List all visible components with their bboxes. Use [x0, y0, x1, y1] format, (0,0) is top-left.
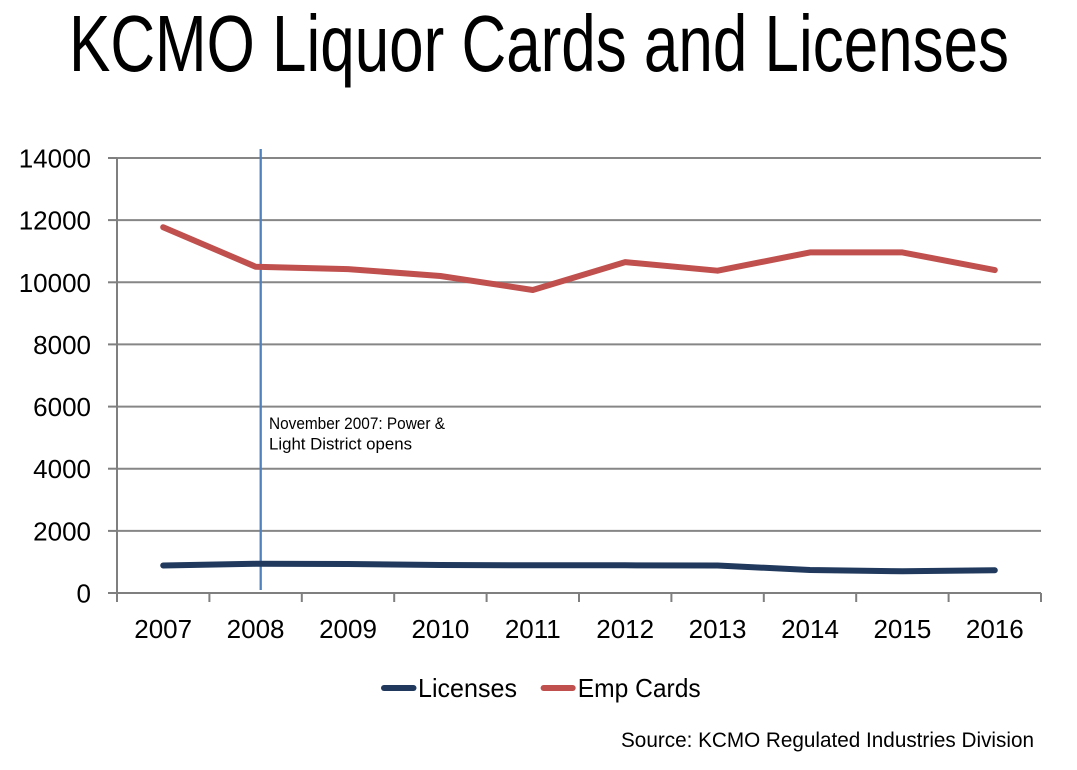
svg-text:2000: 2000	[33, 516, 91, 546]
svg-text:2012: 2012	[596, 614, 654, 644]
svg-text:12000: 12000	[19, 206, 91, 236]
svg-text:November 2007: Power &: November 2007: Power &	[269, 414, 446, 433]
svg-text:Emp Cards: Emp Cards	[578, 673, 701, 703]
svg-text:2016: 2016	[966, 614, 1024, 644]
svg-text:2008: 2008	[227, 614, 285, 644]
svg-text:0: 0	[77, 579, 91, 609]
svg-text:2010: 2010	[411, 614, 469, 644]
svg-text:2013: 2013	[689, 614, 747, 644]
svg-text:Source: KCMO Regulated Industr: Source: KCMO Regulated Industries Divisi…	[621, 729, 1034, 752]
svg-text:4000: 4000	[33, 454, 91, 484]
svg-text:2009: 2009	[319, 614, 377, 644]
svg-text:8000: 8000	[33, 330, 91, 360]
svg-text:2015: 2015	[873, 614, 931, 644]
svg-text:14000: 14000	[19, 144, 91, 174]
svg-text:2014: 2014	[781, 614, 839, 644]
svg-text:Light District opens: Light District opens	[269, 435, 412, 454]
svg-text:KCMO Liquor Cards and Licenses: KCMO Liquor Cards and Licenses	[69, 0, 1009, 88]
svg-text:10000: 10000	[19, 268, 91, 298]
svg-text:2007: 2007	[134, 614, 192, 644]
svg-text:6000: 6000	[33, 392, 91, 422]
svg-text:2011: 2011	[505, 614, 561, 644]
svg-text:Licenses: Licenses	[418, 673, 517, 703]
